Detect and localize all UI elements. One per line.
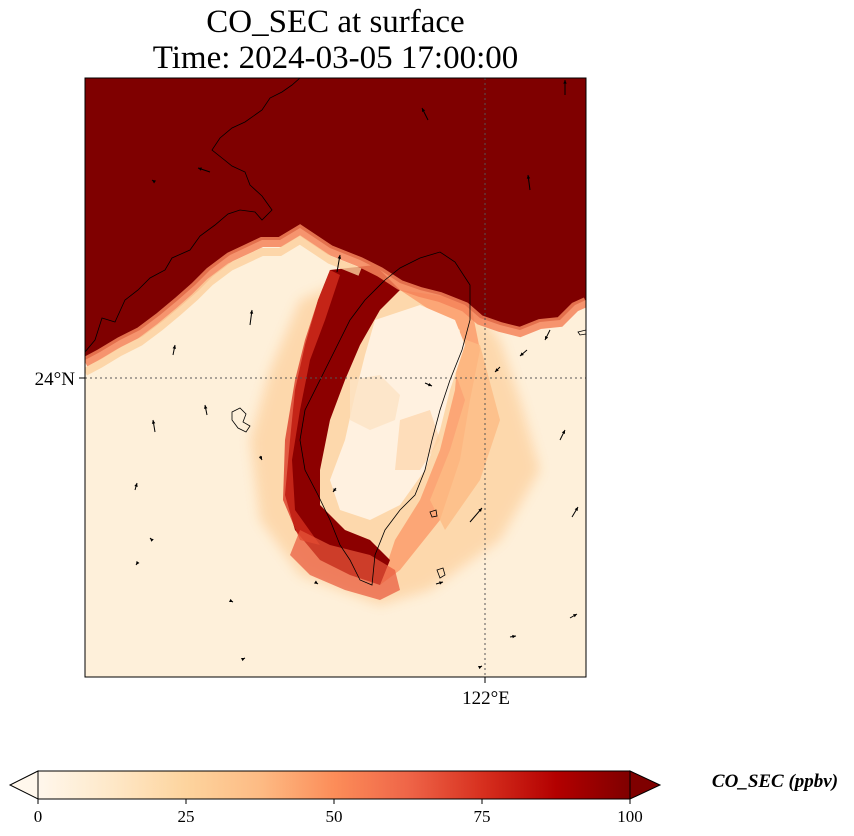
island-orchid	[436, 567, 446, 579]
chart-title: CO_SEC at surface Time: 2024-03-05 17:00…	[85, 4, 586, 76]
wind-arrowhead-17	[150, 538, 154, 542]
wind-vectors	[134, 80, 579, 670]
wind-arrowhead-19	[478, 508, 482, 512]
wind-arrowhead-7	[337, 255, 342, 259]
wind-arrowhead-10	[545, 336, 549, 340]
wind-arrowhead-25	[573, 614, 577, 618]
wind-arrowhead-9	[495, 368, 499, 372]
wind-arrowhead-12	[204, 405, 208, 409]
colorbar-tick-label-75: 75	[474, 807, 491, 826]
wind-arrowhead-5	[249, 310, 254, 314]
plume-inner-core	[330, 305, 465, 520]
front-transition	[85, 224, 586, 367]
island-green	[429, 509, 438, 518]
wind-arrowhead-8	[520, 352, 524, 356]
coastline-taiwan	[299, 251, 471, 586]
wind-arrowhead-14	[258, 456, 262, 460]
island-penghu	[231, 407, 251, 433]
wind-arrowhead-26	[241, 658, 245, 662]
colorbar-extend-low	[8, 770, 39, 800]
wind-arrowhead-21	[439, 581, 443, 585]
wind-arrowhead-24	[512, 634, 516, 639]
chart-title-line1: CO_SEC at surface	[206, 4, 465, 40]
wind-arrowhead-2	[526, 175, 531, 179]
concentration-field	[85, 78, 586, 677]
wind-arrowhead-18	[136, 561, 140, 565]
wind-arrowhead-22	[314, 580, 318, 584]
chart-title-line2: Time: 2024-03-05 17:00:00	[152, 40, 519, 76]
colorbar-tick-label-100: 100	[617, 807, 643, 826]
x-tick-label-122e: 122°E	[462, 688, 510, 709]
wind-arrowhead-3	[152, 180, 156, 184]
wind-arrowhead-23	[229, 598, 233, 602]
wind-arrowhead-13	[151, 420, 156, 424]
wind-arrowhead-28	[333, 488, 337, 492]
coastline-east	[577, 329, 586, 336]
colorbar-label: CO_SEC (ppbv)	[712, 771, 838, 792]
wind-arrowhead-15	[561, 430, 565, 434]
plume-inner-patch	[350, 375, 400, 430]
high-region-north	[85, 78, 586, 360]
coastline-china	[85, 78, 301, 353]
wind-arrowhead-20	[574, 507, 578, 511]
colorbar-tick-label-25: 25	[178, 807, 195, 826]
colorbar-extend-high	[629, 770, 662, 800]
colorbar-ticks: 0 25 50 75 100	[34, 799, 643, 826]
colorbar-tick-label-50: 50	[326, 807, 343, 826]
y-tick-label-24n: 24°N	[35, 369, 76, 390]
wind-arrowhead-1	[422, 108, 426, 112]
wind-arrowhead-6	[172, 345, 176, 349]
wind-arrowhead-16	[134, 483, 138, 487]
front-transition-outer	[85, 235, 362, 376]
plume-western-edge	[283, 270, 340, 545]
colorbar-body	[37, 770, 631, 800]
wind-arrowhead-4	[198, 167, 202, 171]
wind-arrowhead-0	[563, 80, 567, 84]
wind-arrowhead-11	[428, 382, 432, 387]
wind-arrowhead-27	[478, 666, 482, 670]
plume-east-edge	[430, 330, 500, 530]
colorbar-tick-label-0: 0	[34, 807, 43, 826]
